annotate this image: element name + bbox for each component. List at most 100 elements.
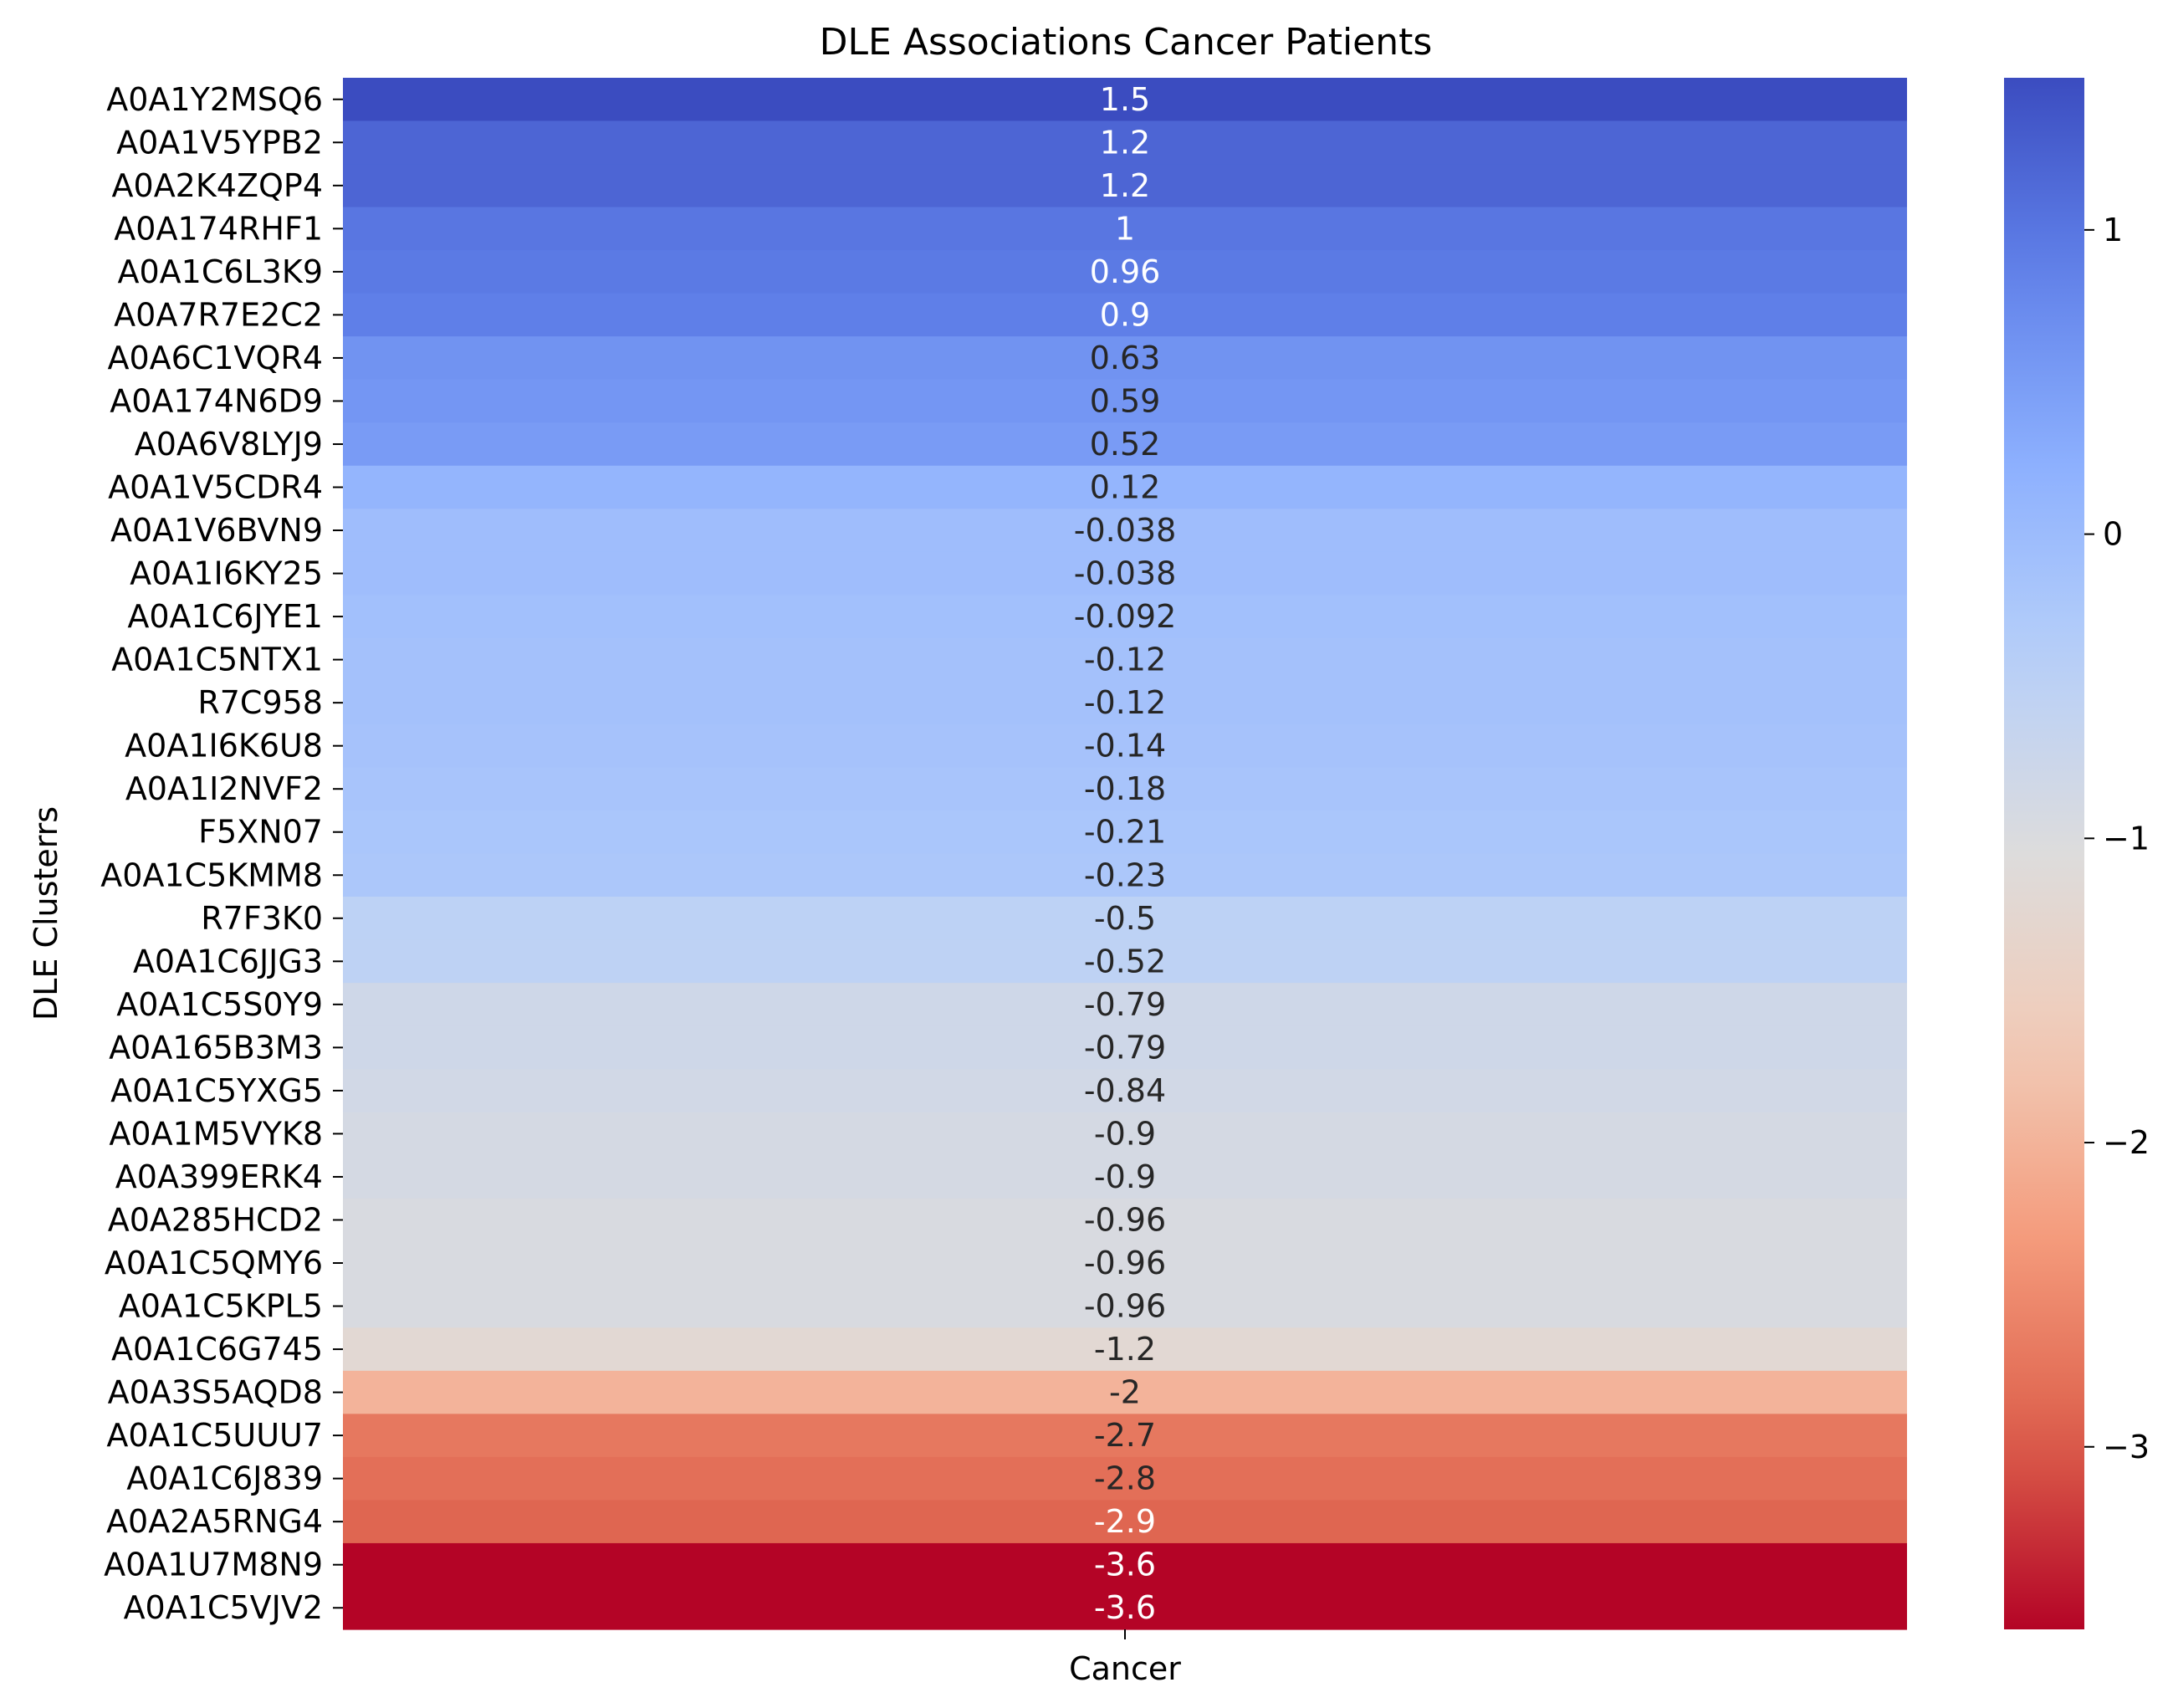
heatmap-cells: 1.5 1.2 1.2 1 0.96 0.9 0.63 0.59 0.52 0.12 -0.038 -… [343, 78, 1907, 1630]
cell-value-label: -0.23 [1084, 857, 1166, 893]
row-tick-label: A0A174RHF1 [114, 210, 323, 247]
colorbar-tick-label: −3 [2103, 1429, 2150, 1465]
cell-value-label: 1.2 [1100, 167, 1150, 204]
row-tick-label: R7C958 [197, 684, 323, 721]
heatmap-cell [343, 250, 1907, 294]
heatmap-cell [343, 1542, 1907, 1588]
cell-value-label: 0.63 [1090, 340, 1161, 376]
row-tick-label: A0A1I2NVF2 [125, 770, 323, 807]
heatmap-cell [343, 767, 1907, 811]
row-tick-label: A0A1C5UUU7 [106, 1417, 323, 1454]
cell-value-label: -0.84 [1084, 1072, 1166, 1109]
heatmap-cell [343, 1500, 1907, 1544]
cell-value-label: -0.038 [1074, 512, 1177, 549]
cell-value-label: 1 [1115, 210, 1135, 247]
heatmap-cell [343, 120, 1907, 165]
row-tick-label: A0A1C5S0Y9 [116, 986, 323, 1023]
cell-value-label: -0.21 [1084, 814, 1166, 851]
heatmap-cell [343, 509, 1907, 553]
row-tick-label: A0A2K4ZQP4 [112, 167, 323, 204]
heatmap-cell [343, 1456, 1907, 1501]
heatmap-cell [343, 983, 1907, 1027]
heatmap-cell [343, 1025, 1907, 1070]
heatmap-cell [343, 810, 1907, 855]
row-tick-label: A0A1C6JYE1 [127, 598, 323, 635]
column-tick-labels: Cancer [1069, 1629, 1181, 1687]
row-tick-label: A0A1C5QMY6 [105, 1245, 323, 1281]
heatmap-cell [343, 637, 1907, 682]
row-tick-label: A0A399ERK4 [115, 1158, 323, 1195]
cell-value-label: -0.79 [1084, 986, 1166, 1023]
heatmap-cell [343, 551, 1907, 596]
heatmap-cell [343, 1069, 1907, 1113]
row-tick-labels: A0A1Y2MSQ6 A0A1V5YPB2 A0A2K4ZQP4 A0A174RHF1… [100, 81, 343, 1626]
heatmap-cell [343, 724, 1907, 769]
colorbar-gradient [2004, 78, 2084, 1629]
heatmap-cell [343, 1284, 1907, 1328]
heatmap-cell [343, 1370, 1907, 1414]
heatmap-cell [343, 853, 1907, 897]
row-tick-label: A0A1I6KY25 [130, 555, 323, 592]
cell-value-label: -2.9 [1094, 1503, 1156, 1540]
heatmap-cell [343, 465, 1907, 509]
heatmap-cell [343, 1414, 1907, 1458]
chart-title: DLE Associations Cancer Patients [820, 21, 1433, 64]
cell-value-label: -0.14 [1084, 728, 1166, 765]
row-tick-label: A0A1C6G745 [111, 1331, 323, 1368]
cell-value-label: -1.2 [1094, 1331, 1156, 1368]
row-tick-label: R7F3K0 [201, 900, 323, 937]
heatmap-cell [343, 897, 1907, 941]
cell-value-label: -2 [1109, 1374, 1141, 1411]
heatmap-cell [343, 293, 1907, 337]
cell-value-label: -0.79 [1084, 1029, 1166, 1066]
cell-value-label: 1.2 [1100, 124, 1150, 161]
cell-value-label: -2.8 [1094, 1460, 1156, 1497]
heatmap-cell [343, 422, 1907, 467]
cell-value-label: -3.6 [1094, 1589, 1156, 1626]
heatmap-cell [343, 939, 1907, 984]
heatmap-cell [343, 1155, 1907, 1199]
row-tick-label: A0A1V5YPB2 [116, 124, 323, 161]
row-tick-label: A0A174N6D9 [110, 382, 323, 419]
cell-value-label: -0.12 [1084, 684, 1166, 721]
colorbar-tick-label: −1 [2103, 820, 2150, 857]
row-tick-label: A0A6V8LYJ9 [135, 426, 323, 463]
cell-value-label: -0.5 [1094, 900, 1156, 937]
row-tick-label: A0A165B3M3 [109, 1029, 323, 1066]
cell-value-label: -0.52 [1084, 943, 1166, 979]
cell-value-label: -0.96 [1084, 1288, 1166, 1325]
cell-value-label: 0.96 [1090, 253, 1161, 290]
cell-value-label: -0.12 [1084, 642, 1166, 678]
heatmap-cell [343, 336, 1907, 381]
cell-value-label: 0.9 [1100, 296, 1150, 333]
heatmap-cell [343, 595, 1907, 639]
heatmap-cell [343, 681, 1907, 725]
cell-value-label: -0.092 [1074, 598, 1177, 635]
heatmap-cell [343, 1112, 1907, 1156]
colorbar: 1 0 −1 −2 −3 [2004, 78, 2150, 1629]
row-tick-label: F5XN07 [198, 814, 323, 851]
row-tick-label: A0A1M5VYK8 [109, 1115, 323, 1152]
row-tick-label: A0A1C5VJV2 [124, 1589, 323, 1626]
heatmap-cell [343, 1327, 1907, 1372]
colorbar-tick-label: 0 [2103, 516, 2123, 553]
row-tick-label: A0A7R7E2C2 [114, 296, 323, 333]
row-tick-label: A0A1C5NTX1 [111, 642, 323, 678]
cell-value-label: 1.5 [1100, 81, 1150, 118]
cell-value-label: -0.18 [1084, 770, 1166, 807]
cell-value-label: 0.12 [1090, 469, 1161, 506]
row-tick-label: A0A1Y2MSQ6 [106, 81, 323, 118]
y-axis-label: DLE Clusterrs [28, 806, 64, 1020]
cell-value-label: -0.9 [1094, 1115, 1156, 1152]
row-tick-label: A0A1V5CDR4 [108, 469, 323, 506]
row-tick-label: A0A1U7M8N9 [104, 1547, 323, 1583]
heatmap-cell [343, 1241, 1907, 1286]
row-tick-label: A0A285HCD2 [108, 1201, 323, 1238]
row-tick-label: A0A1V6BVN9 [110, 512, 323, 549]
row-tick-label: A0A2A5RNG4 [106, 1503, 323, 1540]
colorbar-tick-label: −2 [2103, 1124, 2150, 1161]
cell-value-label: -0.9 [1094, 1158, 1156, 1195]
colorbar-tick-label: 1 [2103, 212, 2123, 248]
cell-value-label: -0.96 [1084, 1201, 1166, 1238]
